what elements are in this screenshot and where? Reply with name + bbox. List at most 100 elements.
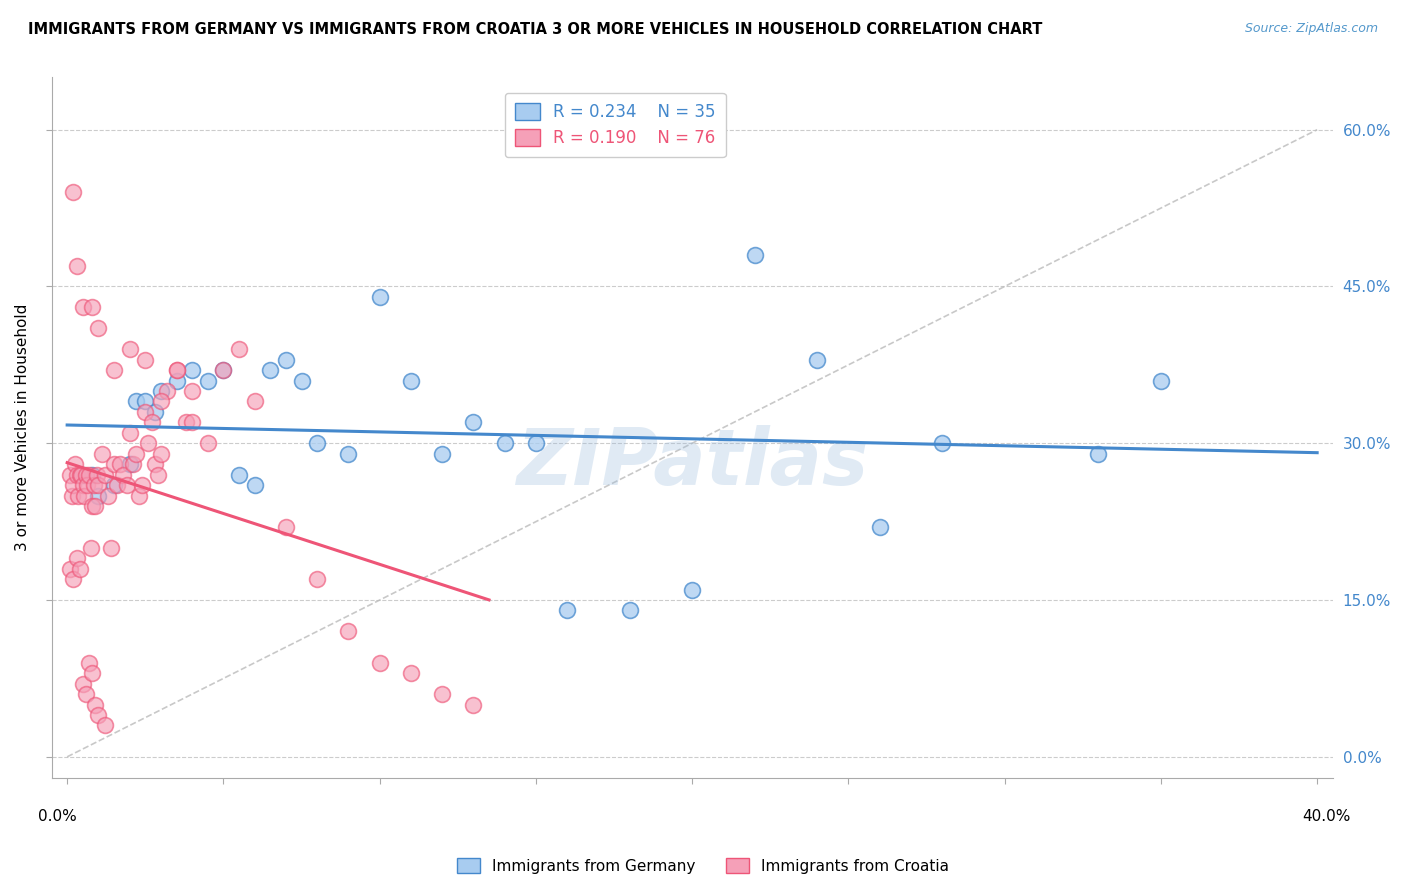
Point — [524, 436, 547, 450]
Point — [307, 572, 329, 586]
Point — [141, 415, 163, 429]
Point — [59, 562, 82, 576]
Point — [274, 520, 297, 534]
Point — [82, 666, 104, 681]
Point — [166, 363, 188, 377]
Point — [131, 478, 153, 492]
Point — [228, 467, 250, 482]
Point — [60, 489, 83, 503]
Point — [118, 342, 141, 356]
Point — [290, 374, 312, 388]
Point — [463, 415, 485, 429]
Point — [69, 467, 91, 482]
Point — [430, 687, 453, 701]
Point — [87, 321, 110, 335]
Point — [181, 415, 204, 429]
Point — [1087, 447, 1109, 461]
Point — [103, 363, 125, 377]
Legend: R = 0.234    N = 35, R = 0.190    N = 76: R = 0.234 N = 35, R = 0.190 N = 76 — [505, 93, 725, 158]
Text: IMMIGRANTS FROM GERMANY VS IMMIGRANTS FROM CROATIA 3 OR MORE VEHICLES IN HOUSEHO: IMMIGRANTS FROM GERMANY VS IMMIGRANTS FR… — [28, 22, 1042, 37]
Point — [274, 352, 297, 367]
Point — [87, 489, 110, 503]
Point — [121, 457, 143, 471]
Point — [69, 562, 91, 576]
Point — [337, 624, 360, 639]
Point — [744, 248, 766, 262]
Point — [197, 436, 219, 450]
Point — [72, 478, 94, 492]
Point — [1150, 374, 1173, 388]
Point — [62, 478, 84, 492]
Point — [72, 301, 94, 315]
Point — [73, 489, 96, 503]
Point — [128, 489, 150, 503]
Point — [118, 425, 141, 440]
Point — [76, 478, 98, 492]
Point — [72, 676, 94, 690]
Point — [75, 687, 97, 701]
Point — [125, 447, 148, 461]
Point — [243, 478, 266, 492]
Point — [166, 374, 188, 388]
Point — [110, 457, 132, 471]
Text: ZIPatlas: ZIPatlas — [516, 425, 869, 500]
Y-axis label: 3 or more Vehicles in Household: 3 or more Vehicles in Household — [15, 304, 30, 551]
Point — [77, 467, 100, 482]
Point — [555, 603, 578, 617]
Point — [174, 415, 197, 429]
Point — [931, 436, 953, 450]
Point — [82, 467, 104, 482]
Point — [212, 363, 235, 377]
Point — [143, 405, 166, 419]
Point — [67, 489, 90, 503]
Point — [494, 436, 516, 450]
Point — [259, 363, 281, 377]
Point — [87, 708, 110, 723]
Text: Source: ZipAtlas.com: Source: ZipAtlas.com — [1244, 22, 1378, 36]
Text: 40.0%: 40.0% — [1302, 809, 1351, 824]
Point — [63, 457, 86, 471]
Point — [59, 467, 82, 482]
Point — [90, 447, 112, 461]
Point — [337, 447, 360, 461]
Point — [84, 499, 107, 513]
Legend: Immigrants from Germany, Immigrants from Croatia: Immigrants from Germany, Immigrants from… — [451, 852, 955, 880]
Point — [100, 541, 122, 555]
Point — [65, 467, 87, 482]
Point — [93, 467, 115, 482]
Point — [115, 478, 138, 492]
Point — [149, 447, 172, 461]
Point — [149, 394, 172, 409]
Point — [65, 551, 87, 566]
Point — [149, 384, 172, 398]
Point — [97, 489, 120, 503]
Point — [181, 384, 204, 398]
Point — [86, 467, 108, 482]
Point — [138, 436, 160, 450]
Point — [105, 478, 128, 492]
Point — [125, 394, 148, 409]
Point — [62, 186, 84, 200]
Point — [197, 374, 219, 388]
Point — [75, 467, 97, 482]
Point — [228, 342, 250, 356]
Point — [79, 541, 101, 555]
Text: 0.0%: 0.0% — [38, 809, 77, 824]
Point — [84, 698, 107, 712]
Point — [82, 301, 104, 315]
Point — [181, 363, 204, 377]
Point — [83, 478, 105, 492]
Point — [72, 467, 94, 482]
Point — [93, 718, 115, 732]
Point — [463, 698, 485, 712]
Point — [118, 457, 141, 471]
Point — [87, 478, 110, 492]
Point — [869, 520, 891, 534]
Point — [368, 290, 391, 304]
Point — [62, 572, 84, 586]
Point — [368, 656, 391, 670]
Point — [430, 447, 453, 461]
Point — [77, 656, 100, 670]
Point — [103, 457, 125, 471]
Point — [103, 478, 125, 492]
